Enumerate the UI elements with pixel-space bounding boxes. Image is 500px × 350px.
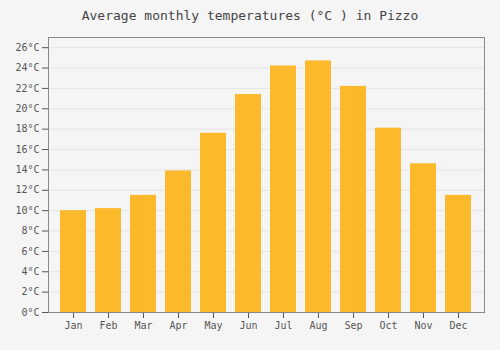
svg-text:20°C: 20°C [15,103,39,114]
svg-text:12°C: 12°C [15,184,39,195]
svg-text:26°C: 26°C [15,42,39,53]
svg-text:Jun: Jun [239,320,257,331]
svg-text:18°C: 18°C [15,123,39,134]
svg-text:2°C: 2°C [21,286,39,297]
svg-text:Aug: Aug [309,320,327,331]
svg-text:Oct: Oct [379,320,397,331]
svg-text:Jan: Jan [64,320,82,331]
svg-text:Apr: Apr [169,320,187,331]
html-text:Average monthly temperatures (: Average monthly temperatures (°C ) in Pi… [81,8,419,23]
svg-text:6°C: 6°C [21,246,39,257]
svg-text:Dec: Dec [449,320,467,331]
svg-text:8°C: 8°C [21,225,39,236]
svg-text:16°C: 16°C [15,144,39,155]
svg-text:22°C: 22°C [15,83,39,94]
svg-text:Feb: Feb [99,320,117,331]
svg-text:10°C: 10°C [15,205,39,216]
svg-text:Mar: Mar [134,320,152,331]
svg-text:Nov: Nov [414,320,432,331]
svg-text:14°C: 14°C [15,164,39,175]
svg-text:Jul: Jul [274,320,292,331]
svg-text:Sep: Sep [344,320,362,331]
svg-text:0°C: 0°C [21,307,39,318]
svg-text:4°C: 4°C [21,266,39,277]
svg-text:May: May [204,320,222,331]
svg-text:24°C: 24°C [15,62,39,73]
